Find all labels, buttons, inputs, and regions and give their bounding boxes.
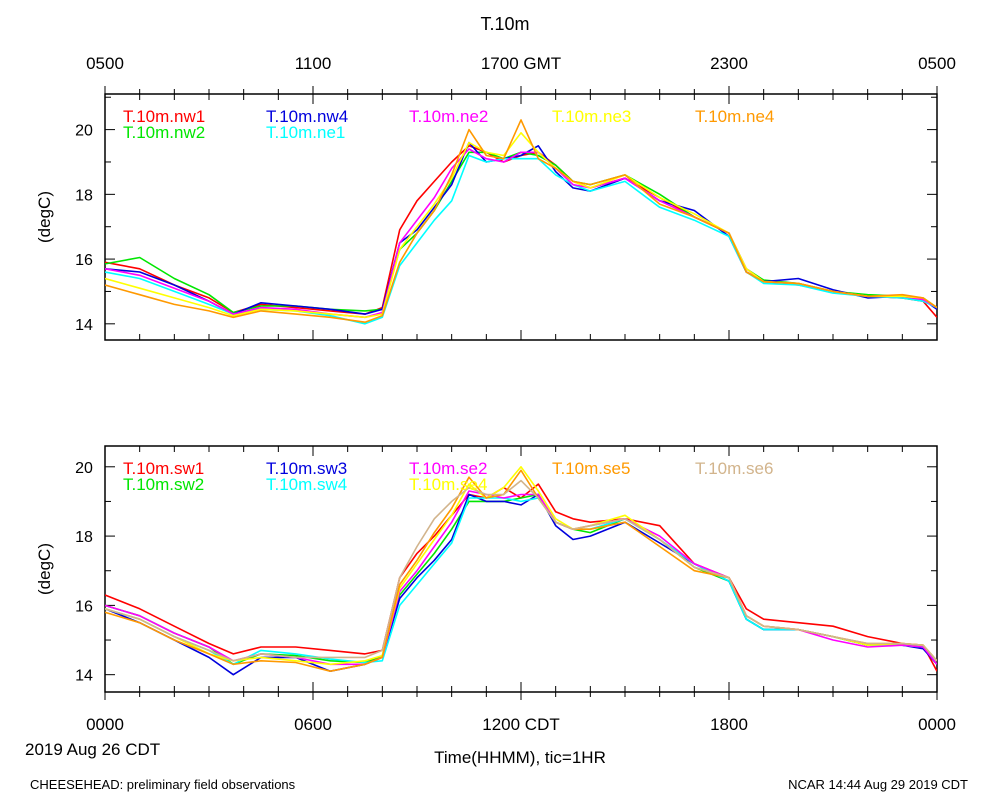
series-line-T.10m.ne4: [105, 119, 937, 324]
series-line-T.10m.se6: [105, 479, 937, 662]
series-line-T.10m.sw1: [105, 483, 937, 672]
series-line-T.10m.se5: [105, 469, 937, 673]
top-gmt-axis: 0500 1100 1700 GMT 2300 0500: [86, 54, 956, 73]
legend-entry: T.10m.ne1: [266, 123, 345, 142]
legend-entry: T.10m.ne2: [409, 107, 488, 126]
legend-entry: T.10m.nw4: [266, 107, 348, 126]
footer-left: CHEESEHEAD: preliminary field observatio…: [30, 777, 296, 792]
y-tick-label: 16: [75, 252, 93, 269]
y-tick-label: 14: [75, 317, 93, 334]
legend-entry: T.10m.sw1: [123, 459, 204, 478]
x-axis-label: Time(HHMM), tic=1HR: [434, 748, 606, 767]
chart-title: T.10m: [480, 14, 529, 34]
series-line-T.10m.ne2: [105, 148, 937, 319]
bottom-tick-label: 0000: [918, 715, 956, 734]
series-lines: [105, 465, 937, 676]
bottom-cdt-axis: 0000 0600 1200 CDT 1800 0000: [86, 715, 956, 734]
bottom-tick-label: 0600: [294, 715, 332, 734]
series-line-T.10m.nw1: [105, 145, 937, 318]
legend-entry: T.10m.se6: [695, 459, 773, 478]
series-line-T.10m.se4: [105, 465, 937, 666]
y-axis-label: (degC): [35, 191, 54, 243]
y-tick-label: 16: [75, 598, 93, 615]
legend-entry: T.10m.ne4: [695, 107, 774, 126]
legend-entry: T.10m.se2: [409, 459, 487, 478]
top-tick-label: 1700 GMT: [481, 54, 561, 73]
legend-entry: T.10m.nw2: [123, 123, 205, 142]
legend-entry: T.10m.sw4: [266, 475, 347, 494]
panel-bottom-frame: [104, 445, 938, 693]
bottom-tick-label: 1800: [710, 715, 748, 734]
top-tick-label: 0500: [86, 54, 124, 73]
y-tick-label: 14: [75, 668, 93, 685]
legend-entry: T.10m.se4: [409, 475, 487, 494]
panel-top-frame: [104, 93, 938, 341]
series-line-T.10m.se2: [105, 490, 937, 666]
y-tick-label: 20: [75, 123, 93, 140]
legend-entry: T.10m.se5: [552, 459, 630, 478]
legend-entry: T.10m.nw1: [123, 107, 205, 126]
date-label: 2019 Aug 26 CDT: [25, 740, 160, 759]
series-line-T.10m.sw4: [105, 497, 937, 666]
y-axis-label: (degC): [35, 543, 54, 595]
bottom-tick-label: 1200 CDT: [482, 715, 559, 734]
series-line-T.10m.ne3: [105, 132, 937, 319]
y-tick-label: 18: [75, 187, 93, 204]
legend-entry: T.10m.sw3: [266, 459, 347, 478]
top-tick-label: 1100: [295, 54, 332, 73]
footer-right: NCAR 14:44 Aug 29 2019 CDT: [788, 777, 968, 792]
top-tick-label: 0500: [918, 54, 956, 73]
legend-entry: T.10m.sw2: [123, 475, 204, 494]
y-tick-label: 18: [75, 529, 93, 546]
series-line-T.10m.sw3: [105, 493, 937, 676]
y-tick-label: 20: [75, 460, 93, 477]
series-line-T.10m.ne1: [105, 154, 937, 325]
series-lines: [105, 119, 937, 325]
legend-entry: T.10m.ne3: [552, 107, 631, 126]
top-tick-label: 2300: [710, 54, 748, 73]
bottom-tick-label: 0000: [86, 715, 124, 734]
series-line-T.10m.sw2: [105, 493, 937, 666]
